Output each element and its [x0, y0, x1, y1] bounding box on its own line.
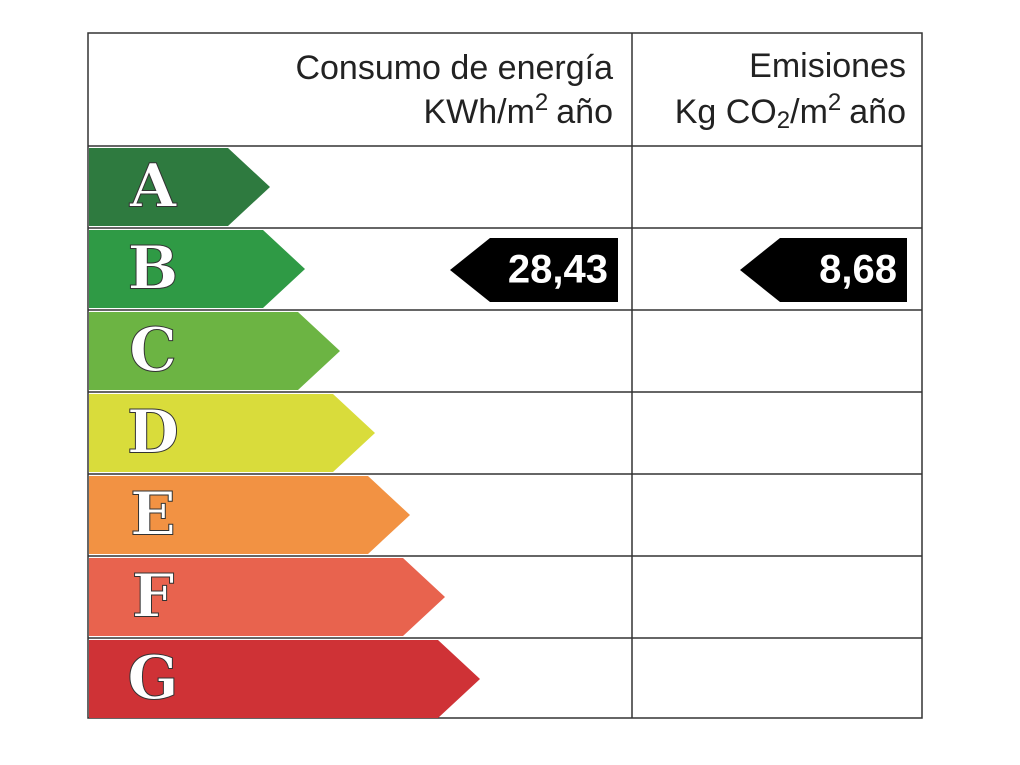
rating-letter: B	[128, 234, 179, 304]
unit-text: Kg CO	[675, 93, 777, 131]
energy-title: Consumo de energía	[295, 49, 613, 87]
rating-letter: G	[127, 644, 178, 714]
unit-sup: 2	[828, 89, 841, 116]
unit-sup: 2	[535, 89, 548, 116]
rating-arrow	[89, 230, 305, 308]
rating-letter: D	[127, 398, 179, 468]
rating-letter: C	[129, 316, 177, 386]
value-indicator	[450, 238, 618, 302]
unit-text: KWh/m	[423, 93, 534, 131]
rating-arrow	[89, 394, 375, 472]
rating-arrow	[89, 476, 410, 554]
energy-unit: KWh/m2 año	[423, 89, 613, 131]
value-text: 28,43	[508, 248, 608, 292]
unit-text: /m	[790, 93, 828, 131]
value-text: 8,68	[819, 248, 897, 292]
value-indicator	[740, 238, 907, 302]
unit-text: año	[556, 93, 613, 131]
rating-letter: A	[129, 152, 178, 222]
unit-sub: 2	[777, 107, 790, 134]
rating-arrow	[89, 148, 270, 226]
unit-text: año	[849, 93, 906, 131]
rating-letter: F	[132, 562, 175, 632]
emissions-unit: Kg CO2/m2 año	[675, 89, 906, 134]
rating-arrow	[89, 312, 340, 390]
rating-arrow	[89, 558, 445, 636]
emissions-title: Emisiones	[749, 47, 906, 85]
rating-letter: E	[130, 480, 176, 550]
rating-arrow	[89, 640, 480, 718]
